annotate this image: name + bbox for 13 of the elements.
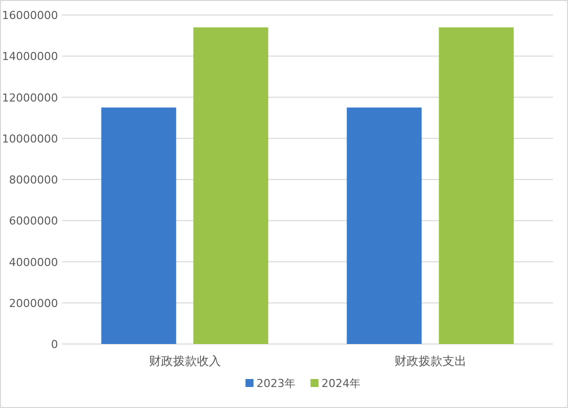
x-tick-label: 财政拨款收入 — [148, 354, 221, 368]
y-tick-label: 2000000 — [9, 296, 58, 310]
y-tick-label: 16000000 — [2, 9, 58, 22]
y-tick-label: 8000000 — [9, 174, 58, 186]
y-tick-label: 10000000 — [2, 132, 58, 146]
y-tick-label: 0 — [51, 338, 58, 351]
y-tick-label: 6000000 — [9, 214, 58, 228]
y-tick-label: 14000000 — [2, 50, 58, 64]
x-tick-label: 财政拨款支出 — [394, 354, 466, 368]
legend-label: 2023年 — [256, 377, 296, 390]
y-tick-label: 4000000 — [9, 256, 58, 269]
legend-label: 2024年 — [322, 377, 360, 390]
y-tick-label: 12000000 — [2, 91, 58, 104]
